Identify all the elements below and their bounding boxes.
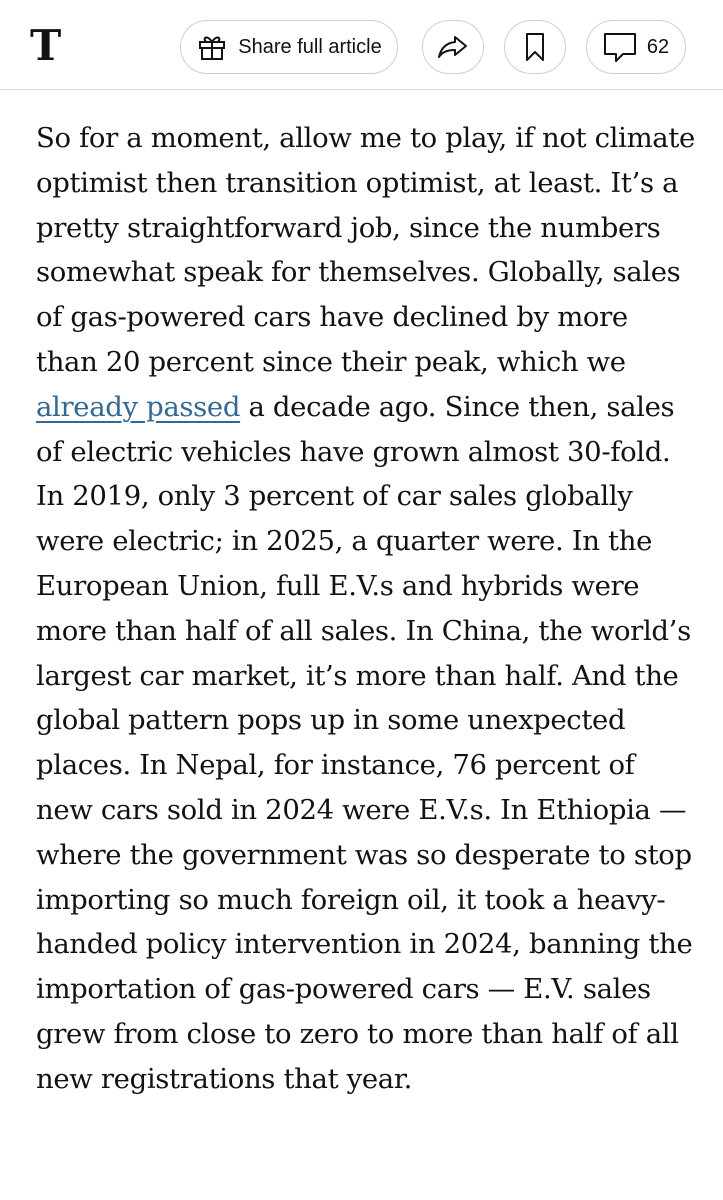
comment-bubble-icon (603, 33, 636, 62)
nyt-logo[interactable]: T (30, 21, 62, 70)
comments-button[interactable]: 62 (586, 20, 686, 74)
paragraph-text-part2: a decade ago. Since then, sales of elect… (36, 390, 693, 1095)
already-passed-link[interactable]: already passed (36, 390, 241, 423)
bookmark-icon (526, 33, 544, 61)
gift-icon (199, 36, 226, 60)
share-full-article-button[interactable]: Share full article (180, 20, 398, 74)
save-button[interactable] (504, 20, 566, 74)
share-label: Share full article (238, 35, 382, 58)
paragraph-text-part1: So for a moment, allow me to play, if no… (36, 122, 695, 378)
forward-button[interactable] (422, 20, 484, 74)
forward-arrow-icon (438, 36, 467, 58)
comment-count: 62 (646, 35, 670, 58)
article-paragraph: So for a moment, allow me to play, if no… (36, 116, 696, 1102)
top-toolbar: T Share full article 62 (0, 0, 723, 90)
